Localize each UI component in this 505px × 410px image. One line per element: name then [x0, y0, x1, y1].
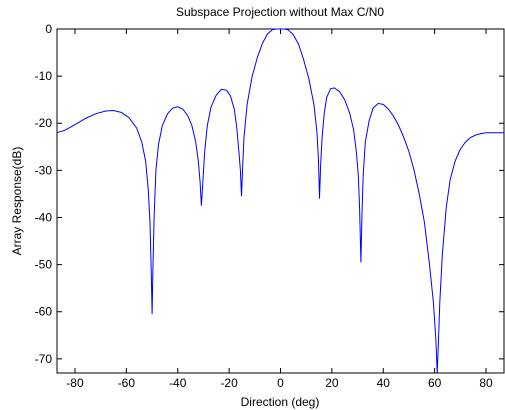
axis-ticks: -80 -60 -40 -20 0 20 40 60 80 0 -10 -20 -30 -40 -50 -60…	[35, 22, 504, 390]
x-tick-label: 60	[428, 376, 442, 390]
x-tick-label: 0	[277, 376, 284, 390]
y-tick-label: -20	[35, 116, 53, 130]
x-tick-label: 80	[479, 376, 493, 390]
y-axis-label: Array Response(dB)	[10, 147, 24, 256]
y-tick-label: -60	[35, 305, 53, 319]
x-tick-label: 20	[325, 376, 339, 390]
x-tick-label: -40	[169, 376, 187, 390]
x-tick-label: -20	[220, 376, 238, 390]
x-axis-label: Direction (deg)	[241, 395, 320, 409]
x-tick-label: -80	[66, 376, 84, 390]
x-tick-label: 40	[377, 376, 391, 390]
chart-title: Subspace Projection without Max C/N0	[176, 5, 384, 19]
x-tick-label: -60	[118, 376, 136, 390]
plot-area	[56, 28, 505, 374]
y-tick-label: -70	[35, 352, 53, 366]
y-tick-label: -30	[35, 163, 53, 177]
y-tick-label: -10	[35, 69, 53, 83]
y-tick-label: -50	[35, 258, 53, 272]
series-group	[56, 28, 504, 374]
y-tick-label: -40	[35, 210, 53, 224]
series-line-0	[56, 28, 504, 374]
y-tick-label: 0	[45, 22, 52, 36]
